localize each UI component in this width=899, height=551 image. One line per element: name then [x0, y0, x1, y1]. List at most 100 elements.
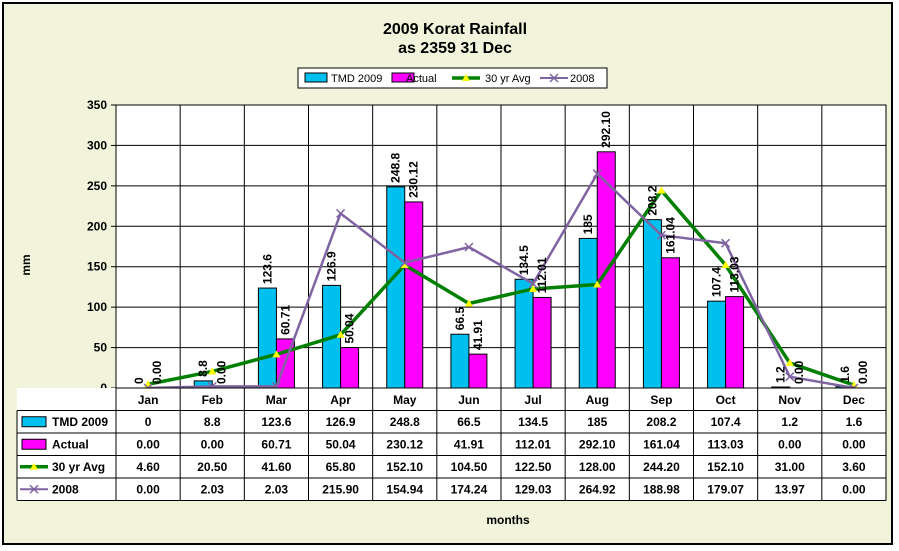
legend-label: 2008 [570, 73, 594, 85]
table-cell: 154.94 [386, 482, 423, 496]
table-cell: 122.50 [515, 460, 552, 474]
bar-data-label: 113.03 [728, 256, 742, 292]
bar-data-label: 230.12 [407, 161, 421, 198]
table-cell: 1.6 [846, 415, 863, 429]
chart-title: 2009 Korat Rainfall [383, 21, 527, 38]
bar-data-label: 8.8 [196, 360, 210, 377]
y-axis-label: mm [19, 254, 33, 275]
table-row-header: 2008 [52, 482, 79, 496]
table-cell: 264.92 [579, 482, 616, 496]
table-cell: 41.60 [261, 460, 291, 474]
bar-tmd-2009-may [386, 186, 406, 389]
table-legend-key [21, 416, 47, 428]
table-cell: 152.10 [707, 460, 744, 474]
point-30-yr-avg [593, 280, 602, 288]
bar-data-label: 0.00 [214, 360, 228, 384]
table-cell: 60.71 [261, 437, 291, 451]
bar-data-label: 0 [132, 377, 146, 384]
point-2008 [656, 230, 666, 240]
point-2008 [336, 208, 346, 218]
point-30-yr-avg [400, 261, 409, 269]
bar-data-label: 185 [581, 214, 595, 234]
x-tick-label: Jan [138, 393, 159, 407]
table-cell: 0.00 [201, 437, 225, 451]
x-tick-label: Dec [843, 393, 865, 407]
table-cell: 126.9 [326, 415, 356, 429]
point-2008 [721, 238, 731, 248]
table-cell: 112.01 [515, 437, 551, 451]
point-30-yr-avg [272, 350, 281, 358]
x-tick-label: May [393, 393, 417, 407]
table-cell: 174.24 [451, 482, 488, 496]
bar-data-label: 126.9 [325, 251, 339, 281]
bar-tmd-2009-oct [707, 300, 727, 389]
point-30-yr-avg [208, 367, 217, 375]
x-tick-label: Jul [524, 393, 541, 407]
bar-actual-apr [340, 347, 360, 389]
point-2008 [528, 279, 538, 289]
table-cell: 3.60 [842, 460, 866, 474]
table-cell: 208.2 [646, 415, 676, 429]
table-cell: 128.00 [579, 460, 616, 474]
point-2008 [592, 169, 602, 179]
chart-subtitle: as 2359 31 Dec [398, 40, 512, 57]
bar-data-label: 208.2 [645, 185, 659, 215]
table-cell: 134.5 [518, 415, 548, 429]
table-cell: 2.03 [201, 482, 225, 496]
table-cell: 0.00 [136, 482, 160, 496]
table-cell: 13.97 [775, 482, 805, 496]
legend-label: 30 yr Avg [485, 73, 531, 85]
table-cell: 66.5 [457, 415, 481, 429]
bar-actual-sep [660, 257, 680, 389]
legend-marker [549, 73, 559, 83]
bar-data-label: 0.00 [150, 360, 164, 384]
y-tick-label: 250 [87, 179, 107, 193]
x-tick-label: Sep [650, 393, 672, 407]
table-cell: 113.03 [708, 437, 744, 451]
bar-tmd-2009-sep [642, 219, 662, 389]
bar-tmd-2009-mar [257, 287, 277, 389]
point-30-yr-avg [529, 284, 538, 292]
y-tick-label: 150 [87, 260, 107, 274]
x-axis-label: months [486, 513, 530, 527]
point-30-yr-avg [657, 186, 666, 194]
series-lines [143, 169, 859, 393]
table-cell: 1.2 [781, 415, 798, 429]
bar-data-label: 1.2 [774, 366, 788, 383]
table-legend-marker [30, 462, 38, 470]
bar-actual-jun [468, 353, 488, 389]
table-cell: 129.03 [515, 482, 552, 496]
data-table: Jan Feb Mar Apr May Jun Jul Aug Sep Oct Nov Dec TMD … [16, 387, 887, 501]
point-30-yr-avg [721, 261, 730, 269]
x-tick-label: Aug [586, 393, 609, 407]
bar-data-label: 134.5 [517, 245, 531, 275]
line-2008 [148, 172, 855, 390]
bar-data-label: 248.8 [389, 152, 403, 182]
table-cell: 41.91 [454, 437, 484, 451]
table-row-header: 30 yr Avg [52, 460, 105, 474]
bar-data-label: 41.91 [471, 320, 485, 350]
point-2008 [464, 242, 474, 252]
table-cell: 123.6 [261, 415, 291, 429]
y-tick-label: 350 [87, 98, 107, 112]
bar-data-label: 1.6 [838, 366, 852, 383]
point-30-yr-avg [336, 330, 345, 338]
point-2008 [400, 258, 410, 268]
table-cell: 215.90 [322, 482, 359, 496]
table-cell: 292.10 [579, 437, 616, 451]
bar-data-label: 112.01 [535, 257, 549, 293]
point-30-yr-avg [785, 358, 794, 366]
table-cell: 188.98 [643, 482, 680, 496]
y-tick-label: 50 [94, 341, 108, 355]
table-cell: 0.00 [778, 437, 802, 451]
table-cell: 50.04 [326, 437, 356, 451]
table-cell: 0.00 [842, 482, 866, 496]
x-tick-label: Nov [778, 393, 801, 407]
table-cell: 161.04 [643, 437, 680, 451]
table-cell: 31.00 [775, 460, 805, 474]
table-cell: 4.60 [136, 460, 160, 474]
bar-data-label: 292.10 [599, 111, 613, 148]
table-row-header: TMD 2009 [52, 415, 108, 429]
bar-tmd-2009-jul [514, 278, 534, 389]
table-legend-marker [29, 484, 39, 494]
